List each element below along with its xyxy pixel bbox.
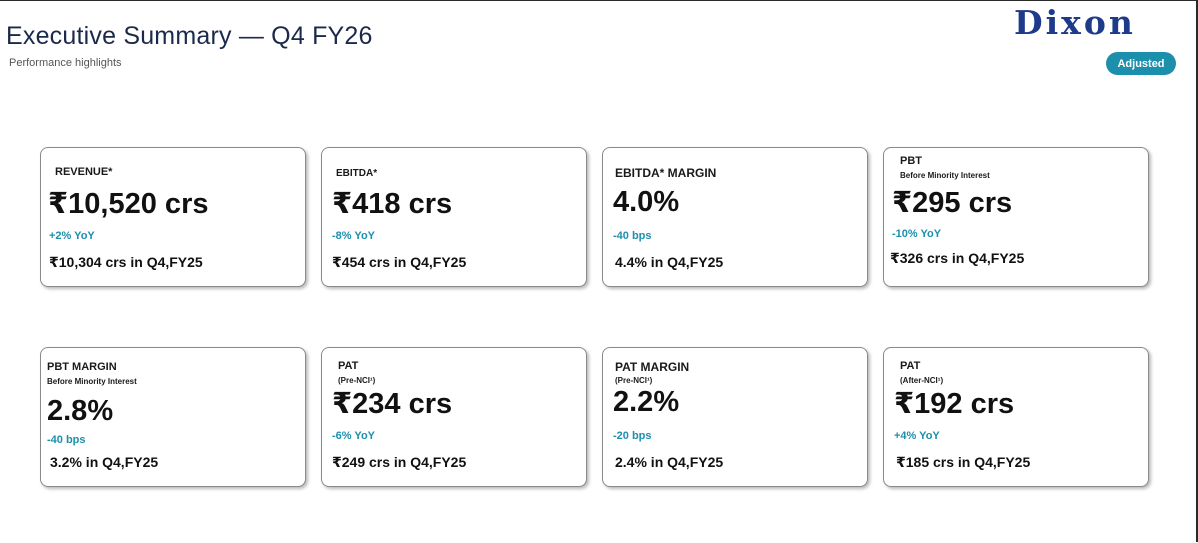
kpi-value: 4.0% — [613, 186, 680, 218]
kpi-card-pbt: PBT Before Minority Interest ₹295 crs -1… — [883, 147, 1149, 287]
kpi-previous: ₹10,304 crs in Q4,FY25 — [49, 254, 203, 270]
kpi-label: EBITDA* MARGIN — [615, 166, 717, 180]
kpi-previous: ₹454 crs in Q4,FY25 — [332, 254, 467, 270]
page-title: Executive Summary — Q4 FY26 — [6, 22, 373, 50]
kpi-value: ₹295 crs — [892, 187, 1013, 219]
kpi-card-pat-after-nci: PAT (After-NCI¹) ₹192 crs +4% YoY ₹185 c… — [883, 347, 1149, 487]
adjusted-badge[interactable]: Adjusted — [1106, 52, 1176, 75]
kpi-label: PAT — [900, 360, 921, 372]
kpi-sublabel: (After-NCI¹) — [900, 376, 944, 385]
kpi-value: 2.8% — [47, 395, 114, 427]
kpi-previous: ₹249 crs in Q4,FY25 — [332, 454, 467, 470]
dixon-logo: Dixon — [1014, 3, 1136, 42]
kpi-card-pat-margin: PAT MARGIN (Pre-NCI¹) 2.2% -20 bps 2.4% … — [602, 347, 868, 487]
kpi-previous: 4.4% in Q4,FY25 — [615, 254, 724, 270]
kpi-card-ebitda-margin: EBITDA* MARGIN 4.0% -40 bps 4.4% in Q4,F… — [602, 147, 868, 287]
kpi-sublabel: Before Minority Interest — [900, 171, 990, 180]
kpi-label: EBITDA* — [336, 168, 378, 179]
page-subtitle: Performance highlights — [9, 57, 122, 69]
kpi-previous: ₹326 crs in Q4,FY25 — [890, 250, 1025, 266]
kpi-sublabel: (Pre-NCI¹) — [615, 376, 653, 385]
kpi-label: REVENUE* — [55, 166, 113, 178]
kpi-change: -10% YoY — [892, 228, 942, 240]
kpi-value: ₹10,520 crs — [48, 188, 209, 220]
kpi-value: ₹192 crs — [894, 388, 1015, 420]
kpi-sublabel: Before Minority Interest — [47, 377, 137, 386]
kpi-label: PAT — [338, 360, 359, 372]
kpi-change: -8% YoY — [332, 230, 375, 242]
kpi-change: -6% YoY — [332, 430, 375, 442]
kpi-change: +2% YoY — [49, 230, 95, 242]
kpi-value: 2.2% — [613, 386, 680, 418]
kpi-card-pbt-margin: PBT MARGIN Before Minority Interest 2.8%… — [40, 347, 306, 487]
kpi-previous: ₹185 crs in Q4,FY25 — [896, 454, 1031, 470]
kpi-sublabel: (Pre-NCI¹) — [338, 376, 376, 385]
kpi-change: -20 bps — [613, 430, 652, 442]
kpi-card-revenue: REVENUE* ₹10,520 crs +2% YoY ₹10,304 crs… — [40, 147, 306, 287]
kpi-label: PAT MARGIN — [615, 360, 690, 374]
kpi-change: -40 bps — [613, 230, 652, 242]
kpi-value: ₹234 crs — [332, 388, 453, 420]
kpi-label: PBT — [900, 155, 922, 167]
kpi-previous: 2.4% in Q4,FY25 — [615, 454, 724, 470]
kpi-card-ebitda: EBITDA* ₹418 crs -8% YoY ₹454 crs in Q4,… — [321, 147, 587, 287]
kpi-change: -40 bps — [47, 434, 86, 446]
kpi-card-pat-pre-nci: PAT (Pre-NCI¹) ₹234 crs -6% YoY ₹249 crs… — [321, 347, 587, 487]
kpi-change: +4% YoY — [894, 430, 940, 442]
kpi-previous: 3.2% in Q4,FY25 — [50, 454, 159, 470]
kpi-label: PBT MARGIN — [47, 361, 117, 373]
kpi-value: ₹418 crs — [332, 188, 453, 220]
